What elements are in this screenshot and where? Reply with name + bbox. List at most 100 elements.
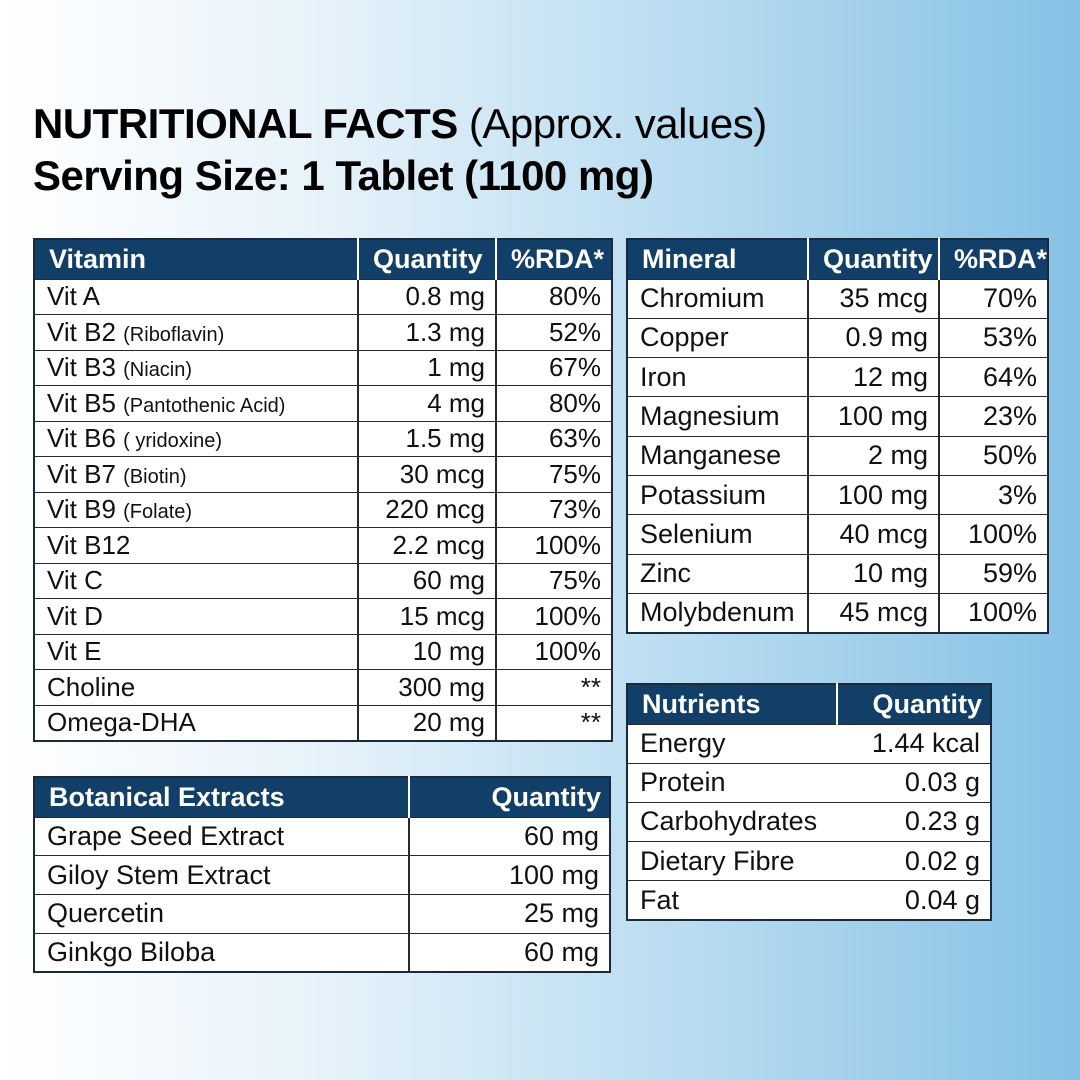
row: Grape Seed Extract 60 mg: [34, 816, 610, 856]
row: Dietary Fibre 0.02 g: [627, 841, 991, 881]
quantity-cell: 1 mg: [357, 349, 496, 386]
quantity-cell: 60 mg: [408, 816, 610, 856]
name-cell: Vit B7 (Biotin): [34, 456, 358, 492]
name-cell: Energy: [627, 723, 837, 764]
quantity-cell: 25 mg: [408, 894, 610, 934]
row: Choline 300 mg **: [34, 669, 612, 705]
note: ( yridoxine): [123, 430, 223, 453]
rda: 70%: [982, 283, 1037, 314]
row: Vit B3 (Niacin) 1 mg 67%: [34, 349, 612, 386]
quantity: 2 mg: [867, 440, 928, 471]
rda-cell: 53%: [938, 317, 1048, 358]
quantity: 45 mcg: [839, 597, 928, 628]
name-cell: Vit B12: [34, 527, 358, 563]
column-header: Quantity: [807, 239, 939, 279]
name: Protein: [640, 767, 726, 798]
rda-cell: 100%: [938, 592, 1048, 633]
name-cell: Selenium: [627, 514, 808, 555]
name: Vit B7: [47, 458, 116, 489]
column-header: %RDA*: [938, 239, 1048, 279]
quantity-cell: 100 mg: [408, 855, 610, 895]
quantity-cell: 2 mg: [807, 435, 939, 476]
name: Vit B5: [47, 387, 116, 418]
name-cell: Dietary Fibre: [627, 841, 837, 881]
quantity: 25 mg: [523, 898, 599, 929]
rda-cell: 75%: [495, 456, 612, 492]
quantity: 1 mg: [427, 352, 485, 383]
column-header: Mineral: [627, 239, 808, 279]
name: Vit E: [47, 636, 102, 667]
quantity: 20 mg: [412, 707, 485, 737]
note: (Biotin): [123, 465, 187, 488]
rda: 80%: [548, 387, 601, 418]
quantity-cell: 35 mcg: [807, 278, 939, 319]
quantity-cell: 1.3 mg: [357, 314, 496, 350]
name: Quercetin: [47, 898, 165, 929]
quantity-cell: 30 mcg: [357, 456, 496, 492]
quantity: 10 mg: [852, 558, 928, 589]
row: Quercetin 25 mg: [34, 894, 610, 934]
header-row: Mineral Quantity %RDA*: [627, 239, 1048, 279]
rda-cell: 70%: [938, 278, 1048, 319]
quantity-cell: 300 mg: [357, 669, 496, 705]
row: Manganese 2 mg 50%: [627, 435, 1048, 476]
quantity-cell: 10 mg: [807, 553, 939, 594]
name-cell: Manganese: [627, 435, 808, 476]
column-header: Botanical Extracts: [34, 777, 409, 817]
quantity-cell: 4 mg: [357, 385, 496, 421]
name-cell: Molybdenum: [627, 592, 808, 633]
name-cell: Vit D: [34, 598, 358, 634]
name: Zinc: [640, 558, 692, 589]
quantity: 35 mcg: [839, 283, 928, 314]
quantity-cell: 1.44 kcal: [837, 723, 991, 764]
name-cell: Giloy Stem Extract: [34, 855, 409, 895]
row: Vit C 60 mg 75%: [34, 562, 612, 599]
row: Potassium 100 mg 3%: [627, 474, 1048, 515]
column-header: Quantity: [357, 239, 496, 279]
name: Copper: [640, 322, 729, 353]
note: (Folate): [123, 501, 193, 524]
quantity-cell: 60 mg: [408, 932, 610, 973]
name: Giloy Stem Extract: [47, 859, 271, 890]
name-cell: Choline: [34, 669, 358, 705]
row: Vit B9 (Folate) 220 mcg 73%: [34, 491, 612, 528]
name: Grape Seed Extract: [47, 820, 285, 851]
row: Protein 0.03 g: [627, 762, 991, 803]
name: Choline: [47, 671, 136, 702]
quantity-cell: 45 mcg: [807, 592, 939, 633]
rda: 53%: [982, 322, 1037, 353]
name-cell: Vit B5 (Pantothenic Acid): [34, 385, 358, 421]
name-cell: Carbohydrates: [627, 801, 837, 842]
column-header: %RDA*: [495, 239, 612, 279]
row: Vit D 15 mcg 100%: [34, 598, 612, 634]
quantity: 0.9 mg: [845, 322, 928, 353]
rda: 3%: [997, 479, 1037, 510]
name: Iron: [640, 361, 687, 392]
quantity: 4 mg: [427, 387, 485, 418]
name: Omega-DHA: [47, 707, 196, 737]
rda-cell: 52%: [495, 314, 612, 350]
serving-size: Serving Size: 1 Tablet (1100 mg): [33, 152, 654, 199]
quantity-cell: 40 mcg: [807, 514, 939, 555]
row: Zinc 10 mg 59%: [627, 553, 1048, 594]
name: Vit B12: [47, 529, 131, 560]
rda: 59%: [982, 558, 1037, 589]
quantity: 100 mg: [508, 859, 599, 890]
rda-cell: 23%: [938, 396, 1048, 437]
column-header: Quantity: [408, 777, 610, 817]
name-cell: Magnesium: [627, 396, 808, 437]
rda: 52%: [548, 316, 601, 347]
name-cell: Omega-DHA: [34, 704, 358, 741]
title-line: NUTRITIONAL FACTS (Approx. values): [33, 100, 767, 148]
row: Vit B7 (Biotin) 30 mcg 75%: [34, 456, 612, 492]
name-cell: Grape Seed Extract: [34, 816, 409, 856]
rda: 100%: [534, 600, 602, 631]
name-cell: Copper: [627, 317, 808, 358]
name: Ginkgo Biloba: [47, 937, 216, 968]
quantity: 0.23 g: [904, 806, 980, 837]
rda-cell: 73%: [495, 491, 612, 528]
row: Carbohydrates 0.23 g: [627, 801, 991, 842]
rda: 100%: [967, 518, 1037, 549]
quantity: 40 mcg: [839, 518, 928, 549]
